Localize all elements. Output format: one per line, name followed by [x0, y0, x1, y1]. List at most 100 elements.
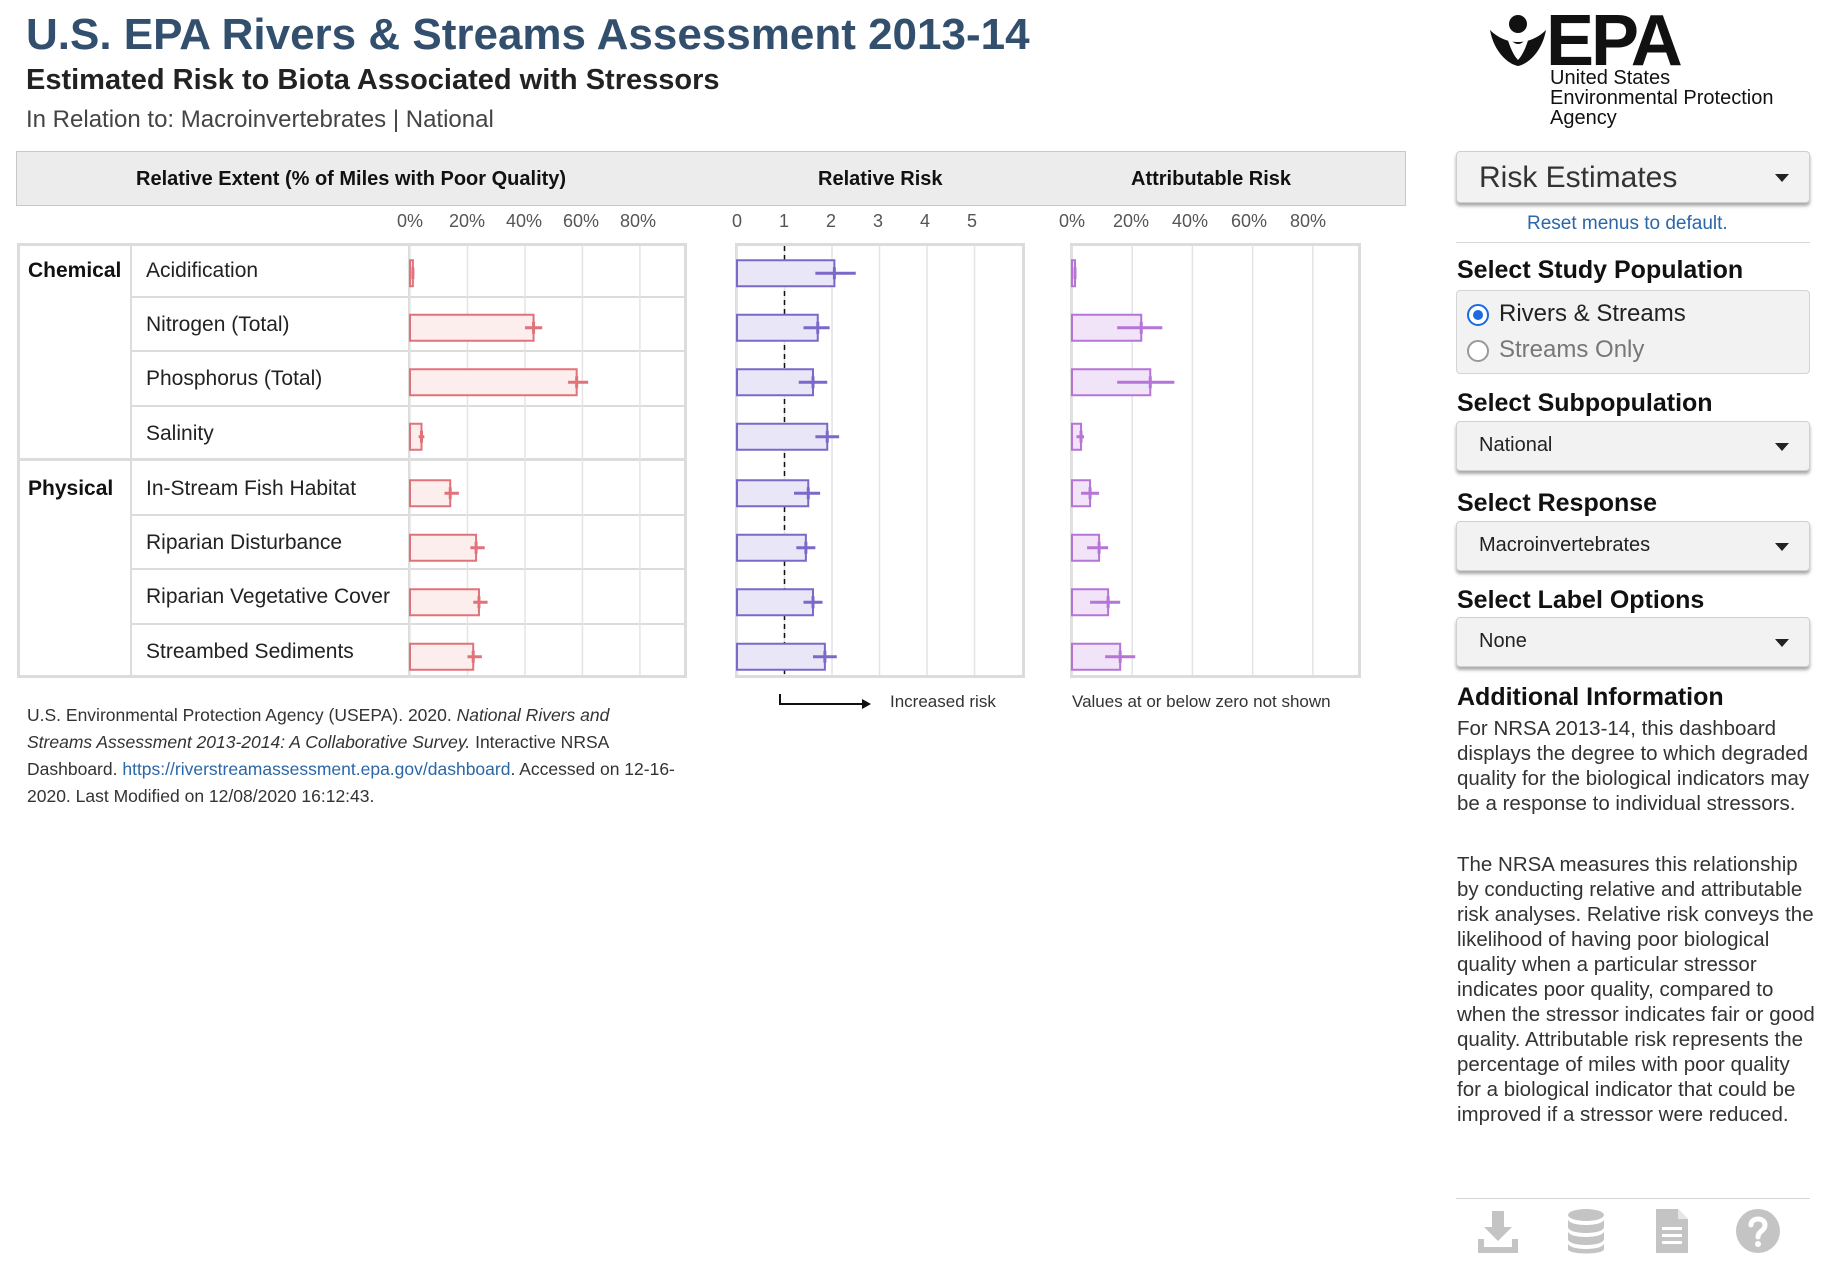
citation-prefix: U.S. Environmental Protection Agency (US…	[27, 705, 457, 725]
help-icon[interactable]	[1734, 1207, 1782, 1255]
view-dropdown[interactable]: Risk Estimates	[1456, 151, 1810, 203]
label-options-value: None	[1479, 630, 1527, 652]
row-label: Phosphorus (Total)	[146, 367, 323, 390]
row-label: In-Stream Fish Habitat	[146, 477, 357, 500]
row-label: Nitrogen (Total)	[146, 313, 290, 336]
citation-title: National Rivers and Streams Assessment 2…	[27, 705, 610, 752]
risk-charts	[409, 246, 1314, 675]
tick-label: 3	[872, 211, 884, 231]
divider	[1456, 242, 1810, 243]
citation-middle: Interactive NRSA Dashboard.	[27, 732, 609, 779]
divider	[130, 296, 684, 298]
extent-bar	[409, 533, 478, 562]
epa-flower-logo-icon	[1490, 15, 1546, 66]
tick-label: 0%	[396, 211, 424, 231]
agency-name: United States Environmental Protection A…	[1550, 68, 1773, 128]
download-icon[interactable]	[1474, 1207, 1522, 1255]
group-label-chemical: Chemical	[28, 259, 122, 282]
group-label-physical: Physical	[28, 477, 114, 500]
study-population-radio-group: Rivers & Streams Streams Only	[1456, 290, 1810, 374]
extent-bar	[409, 313, 535, 342]
subpopulation-heading: Select Subpopulation	[1457, 389, 1713, 417]
risk-panel-title: Relative Risk	[818, 168, 943, 190]
agency-line: Agency	[1550, 107, 1617, 129]
stressor-table	[17, 243, 687, 678]
radio-button[interactable]	[1467, 340, 1489, 362]
row-label: Acidification	[146, 259, 259, 282]
attr-note: Values at or below zero not shown	[1072, 692, 1331, 711]
document-icon[interactable]	[1648, 1207, 1696, 1255]
extent-bar	[409, 588, 480, 617]
response-value: Macroinvertebrates	[1479, 534, 1651, 556]
relation-text: In Relation to: Macroinvertebrates | Nat…	[26, 106, 494, 133]
tick-label: 5	[966, 211, 978, 231]
risk-bar	[736, 588, 814, 617]
tick-label: 0%	[1058, 211, 1086, 231]
divider	[130, 514, 684, 516]
radio-label[interactable]: Rivers & Streams	[1499, 300, 1686, 327]
tick-label: 4	[919, 211, 931, 231]
risk-bar	[736, 422, 829, 451]
study-population-heading: Select Study Population	[1457, 256, 1744, 284]
divider	[130, 405, 684, 407]
reset-menus-link[interactable]: Reset menus to default.	[1527, 213, 1728, 234]
tick-label: 20%	[1112, 211, 1150, 231]
citation-suffix: . Accessed on 12-16-2020. Last Modified …	[27, 759, 675, 806]
divider	[130, 623, 684, 625]
tick-label: 2	[825, 211, 837, 231]
response-dropdown[interactable]: Macroinvertebrates	[1456, 521, 1810, 571]
response-heading: Select Response	[1457, 489, 1658, 517]
risk-bar	[736, 642, 826, 671]
panel-header-band	[16, 151, 1406, 206]
tick-label: 60%	[1230, 211, 1268, 231]
radio-button[interactable]	[1467, 304, 1489, 326]
increased-risk-label: Increased risk	[890, 692, 996, 711]
row-label: Riparian Disturbance	[146, 531, 343, 554]
subpopulation-value: National	[1479, 434, 1553, 456]
subpopulation-dropdown[interactable]: National	[1456, 421, 1810, 471]
increased-risk-arrow-icon	[779, 694, 871, 709]
epa-logo: EPA United States Environmental Protecti…	[1488, 1, 1788, 130]
citation: U.S. Environmental Protection Agency (US…	[27, 702, 677, 810]
tick-label: 0	[731, 211, 743, 231]
group-divider	[20, 458, 684, 461]
agency-line: Environmental Protection	[1550, 87, 1774, 109]
attr-panel-title: Attributable Risk	[1131, 168, 1292, 190]
epa-wordmark: EPA	[1546, 1, 1683, 81]
additional-info-heading: Additional Information	[1457, 683, 1724, 711]
extent-bar	[409, 642, 475, 671]
row-label: Streambed Sediments	[146, 640, 354, 663]
radio-label[interactable]: Streams Only	[1499, 336, 1645, 363]
chevron-down-icon	[1775, 639, 1789, 647]
tick-label: 80%	[619, 211, 657, 231]
divider	[130, 568, 684, 570]
tick-label: 40%	[505, 211, 543, 231]
divider	[1456, 1198, 1810, 1199]
tick-label: 60%	[562, 211, 600, 231]
chevron-down-icon	[1775, 174, 1789, 182]
chevron-down-icon	[1775, 543, 1789, 551]
page-subtitle: Estimated Risk to Biota Associated with …	[26, 64, 720, 96]
database-icon[interactable]	[1562, 1207, 1610, 1255]
additional-info-paragraph: For NRSA 2013-14, this dashboard display…	[1457, 717, 1810, 815]
additional-info-paragraph: The NRSA measures this relationship by c…	[1457, 853, 1815, 1126]
extent-bar	[409, 479, 452, 508]
tick-label: 20%	[448, 211, 486, 231]
row-label: Salinity	[146, 422, 214, 445]
label-options-heading: Select Label Options	[1457, 586, 1705, 614]
extent-bar	[409, 368, 578, 397]
page-title: U.S. EPA Rivers & Streams Assessment 201…	[26, 10, 1030, 59]
agency-line: United States	[1550, 67, 1671, 89]
risk-bar	[736, 533, 807, 562]
risk-bar	[736, 368, 814, 397]
row-label: Riparian Vegetative Cover	[146, 585, 390, 608]
tick-label: 1	[778, 211, 790, 231]
tick-label: 40%	[1171, 211, 1209, 231]
tick-label: 80%	[1289, 211, 1327, 231]
dashboard-link[interactable]: https://riverstreamassessment.epa.gov/da…	[122, 759, 511, 779]
chevron-down-icon	[1775, 443, 1789, 451]
view-dropdown-value: Risk Estimates	[1479, 161, 1678, 194]
label-options-dropdown[interactable]: None	[1456, 617, 1810, 667]
divider	[130, 350, 684, 352]
extent-panel-title: Relative Extent (% of Miles with Poor Qu…	[136, 168, 567, 190]
